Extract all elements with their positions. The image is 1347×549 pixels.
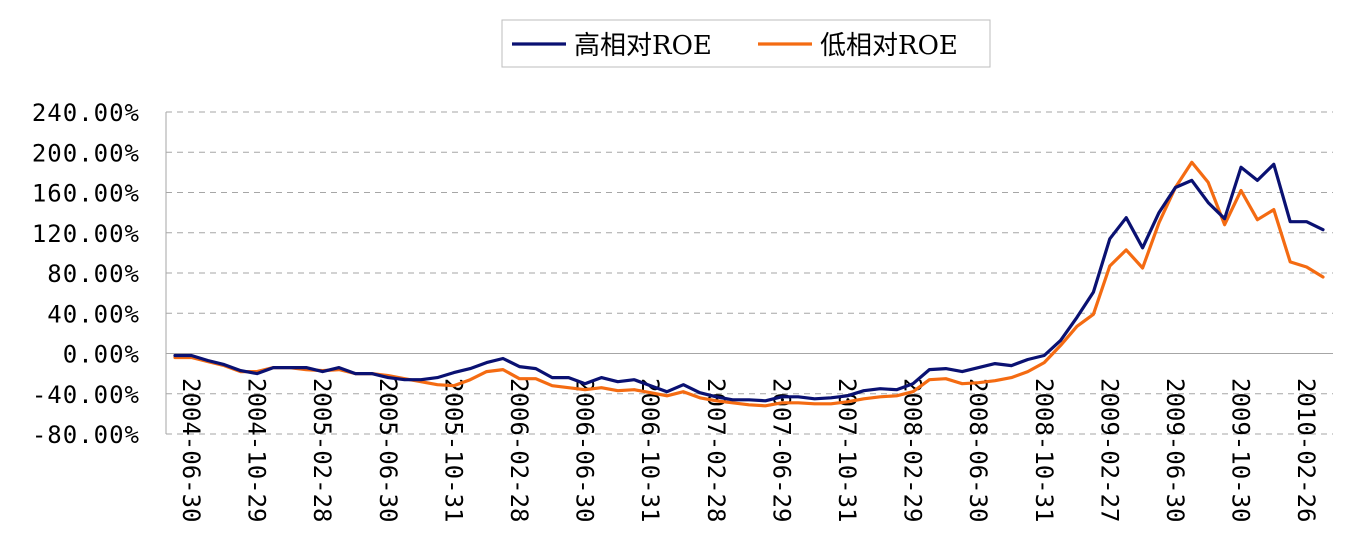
x-tick-label: 2010-02-26 xyxy=(1292,378,1320,523)
y-tick-label: 160.00% xyxy=(32,180,140,208)
x-tick-label: 2005-02-28 xyxy=(308,378,336,523)
x-tick-label: 2008-06-30 xyxy=(964,378,992,522)
x-tick-label: 2006-02-28 xyxy=(505,378,533,523)
x-tick-label: 2008-02-29 xyxy=(899,378,927,523)
x-tick-label: 2006-06-30 xyxy=(571,378,599,523)
x-tick-label: 2006-10-31 xyxy=(636,378,664,523)
x-tick-label: 2004-10-29 xyxy=(243,378,271,523)
y-tick-label: 120.00% xyxy=(32,220,140,248)
y-axis-tick-labels: 240.00% 200.00% 160.00% 120.00% 80.00% 40.00%… xyxy=(32,99,140,449)
x-tick-label: 2009-06-30 xyxy=(1161,378,1189,523)
x-tick-label: 2008-10-31 xyxy=(1030,378,1058,523)
y-tick-label: 0.00% xyxy=(63,341,140,369)
y-tick-label: 40.00% xyxy=(47,300,140,328)
x-tick-label: 2009-02-27 xyxy=(1095,378,1123,523)
y-tick-label: 200.00% xyxy=(32,139,140,167)
axes xyxy=(165,112,1333,434)
legend-box xyxy=(501,19,991,68)
x-tick-label: 2005-10-31 xyxy=(439,378,467,523)
gridlines xyxy=(166,111,1333,435)
x-tick-label: 2009-10-30 xyxy=(1227,378,1255,523)
series-layer xyxy=(173,160,1325,408)
y-tick-label: 240.00% xyxy=(32,99,140,127)
x-tick-label: 2005-06-30 xyxy=(374,378,402,523)
legend-label-high-roe: 高相对ROE xyxy=(574,31,712,61)
y-tick-label: -80.00% xyxy=(32,421,140,449)
legend-label-low-roe: 低相对ROE xyxy=(820,31,958,61)
y-tick-label: -40.00% xyxy=(32,381,140,409)
x-tick-label: 2004-06-30 xyxy=(177,378,205,523)
legend: 高相对ROE 低相对ROE xyxy=(501,19,991,68)
y-tick-label: 80.00% xyxy=(47,260,140,288)
series-line-high-roe xyxy=(173,162,1325,403)
